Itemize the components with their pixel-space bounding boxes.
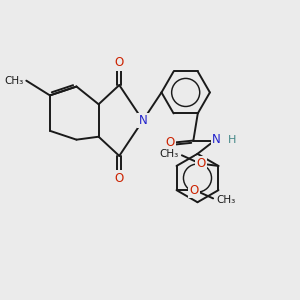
Text: O: O	[166, 136, 175, 149]
Text: CH₃: CH₃	[4, 76, 23, 85]
Text: H: H	[228, 135, 236, 145]
Text: O: O	[115, 56, 124, 69]
Text: N: N	[139, 114, 147, 127]
Text: CH₃: CH₃	[159, 149, 178, 159]
Text: O: O	[197, 157, 206, 170]
Text: O: O	[189, 184, 198, 196]
Text: O: O	[115, 172, 124, 184]
Text: CH₃: CH₃	[217, 195, 236, 205]
Text: N: N	[212, 133, 221, 146]
